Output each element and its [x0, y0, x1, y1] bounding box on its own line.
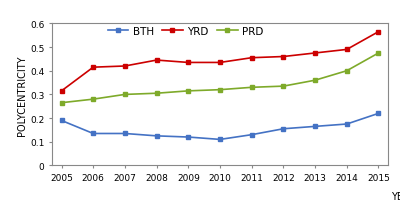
BTH — [91, 133, 96, 135]
PRD — [313, 80, 318, 82]
YRD — [313, 53, 318, 55]
BTH — [249, 134, 254, 136]
Legend: BTH, YRD, PRD: BTH, YRD, PRD — [108, 27, 263, 37]
BTH — [313, 125, 318, 128]
BTH — [281, 128, 286, 130]
BTH — [218, 139, 222, 141]
Line: YRD: YRD — [59, 30, 381, 94]
BTH — [154, 135, 159, 137]
Text: YEAR: YEAR — [391, 191, 400, 201]
Line: BTH: BTH — [59, 111, 381, 142]
YRD — [281, 56, 286, 58]
PRD — [218, 89, 222, 92]
YRD — [122, 65, 127, 68]
BTH — [59, 120, 64, 122]
BTH — [122, 133, 127, 135]
Y-axis label: POLYCENTRICITY: POLYCENTRICITY — [17, 55, 27, 135]
BTH — [186, 136, 191, 139]
PRD — [91, 98, 96, 101]
YRD — [91, 67, 96, 69]
PRD — [154, 93, 159, 95]
YRD — [59, 90, 64, 93]
PRD — [249, 87, 254, 89]
YRD — [376, 31, 381, 34]
YRD — [344, 49, 349, 51]
PRD — [281, 85, 286, 88]
PRD — [122, 94, 127, 96]
PRD — [344, 70, 349, 73]
YRD — [249, 57, 254, 60]
BTH — [376, 113, 381, 115]
PRD — [186, 90, 191, 93]
PRD — [59, 102, 64, 104]
Line: PRD: PRD — [59, 51, 381, 106]
YRD — [218, 62, 222, 64]
PRD — [376, 53, 381, 55]
YRD — [186, 62, 191, 64]
YRD — [154, 60, 159, 62]
BTH — [344, 123, 349, 126]
